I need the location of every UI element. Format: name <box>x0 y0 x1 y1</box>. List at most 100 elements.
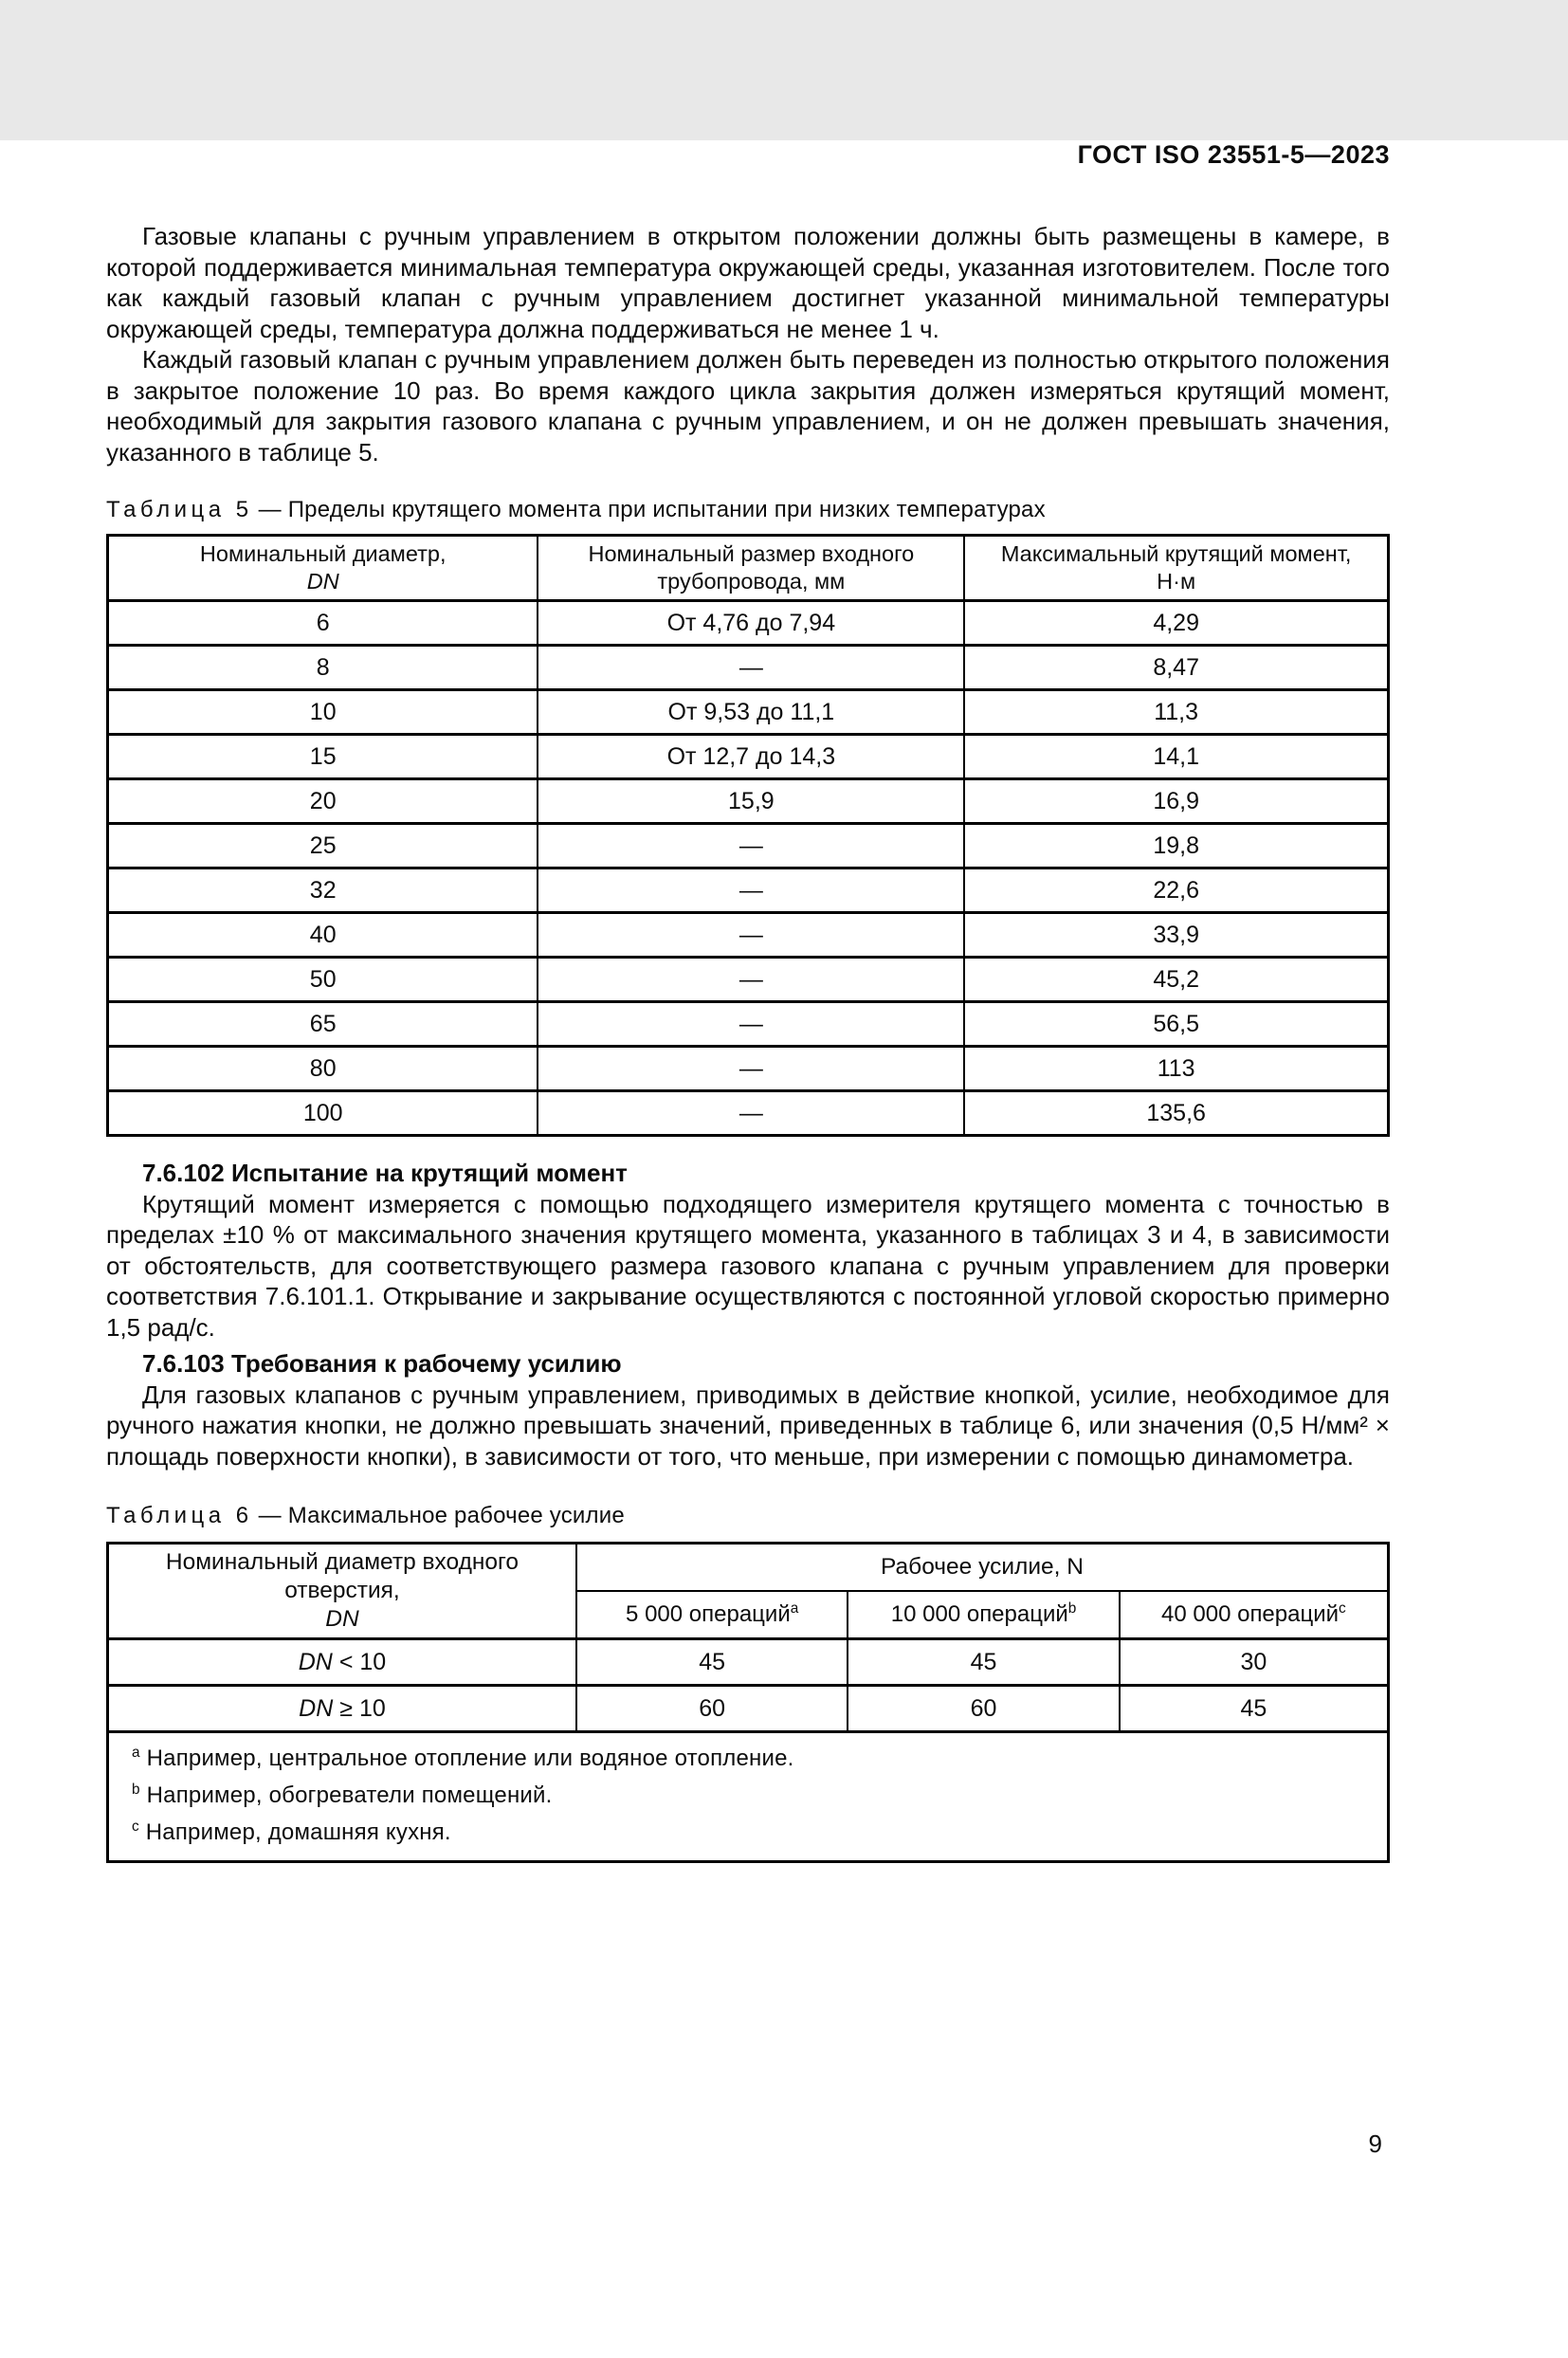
footnote-a: a Например, центральное отопление или во… <box>132 1745 1377 1773</box>
table-row: 80—113 <box>106 1045 1390 1092</box>
footnote-text: Например, домашняя кухня. <box>145 1819 451 1845</box>
table6-caption-text: — Максимальное рабочее усилие <box>258 1503 625 1528</box>
cell-size: — <box>537 911 966 959</box>
header-line-dn: DN <box>306 569 339 594</box>
table-row: 40—33,9 <box>106 911 1390 959</box>
cell-size: — <box>537 1000 966 1048</box>
table6-header-row-1: Номинальный диаметр входного отверстия, … <box>106 1543 1390 1640</box>
cell-torque: 22,6 <box>963 867 1390 914</box>
table5-caption-text: — Пределы крутящего момента при испытани… <box>258 497 1046 522</box>
dn-condition: < 10 <box>338 1648 387 1675</box>
cell-torque: 4,29 <box>963 599 1390 647</box>
cell-size: От 12,7 до 14,3 <box>537 733 966 780</box>
table6-header-row-2: 5 000 операцийa 10 000 операцийb 40 000 … <box>108 1591 1390 1640</box>
page-number: 9 <box>1368 2130 1382 2158</box>
cell-torque: 56,5 <box>963 1000 1390 1048</box>
table-row: 65—56,5 <box>106 1000 1390 1048</box>
cell-torque: 19,8 <box>963 822 1390 869</box>
paragraph-closing-cycles: Каждый газовый клапан с ручным управлени… <box>106 345 1390 466</box>
cell-dn: 20 <box>106 777 539 825</box>
cell-dn: 40 <box>106 911 539 959</box>
cell-torque: 135,6 <box>963 1089 1390 1137</box>
subheader-label: 40 000 операций <box>1161 1601 1340 1627</box>
section-heading-7-6-103: 7.6.103 Требования к рабочему усилию <box>142 1349 622 1378</box>
table6-subheader-5000-ops: 5 000 операцийa <box>574 1591 849 1640</box>
cell-torque: 11,3 <box>963 688 1390 736</box>
dn-condition: ≥ 10 <box>339 1694 386 1722</box>
table6-subheader-10000-ops: 10 000 операцийb <box>847 1591 1121 1640</box>
footnote-marker-a: a <box>790 1600 799 1617</box>
footnote-marker-b: b <box>132 1782 140 1798</box>
document-page: ГОСТ ISO 23551-5—2023 Газовые клапаны с … <box>0 140 1568 2358</box>
header-line: Номинальный диаметр, <box>199 541 447 566</box>
cell-dn: 50 <box>106 956 539 1003</box>
subheader-label: 10 000 операций <box>890 1601 1068 1627</box>
cell-dn: 100 <box>106 1089 539 1137</box>
cell-dn: 6 <box>106 599 539 647</box>
cell-dn: 8 <box>106 644 539 691</box>
cell-dn-condition: DN < 10 <box>106 1638 577 1687</box>
table6-footnotes-row: a Например, центральное отопление или во… <box>106 1730 1390 1862</box>
cell-torque: 33,9 <box>963 911 1390 959</box>
table6-max-operating-force: Номинальный диаметр входного отверстия, … <box>106 1542 1390 1863</box>
cell-torque: 16,9 <box>963 777 1390 825</box>
table6-caption: Таблица 6— Максимальное рабочее усилие <box>106 1502 1390 1530</box>
table-row: 50—45,2 <box>106 956 1390 1003</box>
table-row: 25—19,8 <box>106 822 1390 869</box>
cell-size: — <box>537 644 966 691</box>
cell-dn: 15 <box>106 733 539 780</box>
cell-torque: 14,1 <box>963 733 1390 780</box>
cell-size: — <box>537 1089 966 1137</box>
cell-force: 60 <box>574 1685 849 1733</box>
cell-dn-condition: DN ≥ 10 <box>106 1685 577 1733</box>
cell-force: 45 <box>847 1638 1121 1687</box>
table-row: 10 От 9,53 до 11,1 11,3 <box>106 688 1390 736</box>
paragraph-low-temp-chamber: Газовые клапаны с ручным управлением в о… <box>106 222 1390 343</box>
cell-dn: 32 <box>106 867 539 914</box>
cell-force: 45 <box>1118 1685 1390 1733</box>
cell-size: От 9,53 до 11,1 <box>537 688 966 736</box>
footnote-b: b Например, обогреватели помещений. <box>132 1782 1377 1810</box>
table-row: 100—135,6 <box>106 1089 1390 1137</box>
footnote-marker-c: c <box>1339 1600 1346 1617</box>
footnote-c: c Например, домашняя кухня. <box>132 1819 1377 1847</box>
footnote-text: Например, центральное отопление или водя… <box>146 1746 794 1771</box>
header-line-dn: DN <box>325 1606 359 1632</box>
table6-header-cell-working-force: Рабочее усилие, N <box>574 1543 1390 1592</box>
table5-header-cell-max-torque: Максимальный крутящий момент, Н·м <box>963 535 1390 602</box>
table6-footnotes-cell: a Например, центральное отопление или во… <box>106 1730 1390 1862</box>
cell-size: От 4,76 до 7,94 <box>537 599 966 647</box>
cell-torque: 45,2 <box>963 956 1390 1003</box>
paragraph-torque-test: Крутящий момент измеряется с помощью под… <box>106 1189 1390 1342</box>
table6-subheader-40000-ops: 40 000 операцийc <box>1118 1591 1390 1640</box>
header-line: Номинальный диаметр входного отверстия, <box>165 1549 520 1603</box>
dn-label: DN <box>298 1648 333 1675</box>
cell-force: 30 <box>1118 1638 1390 1687</box>
footnote-text: Например, обогреватели помещений. <box>146 1782 553 1808</box>
footnote-marker-b: b <box>1067 1600 1077 1617</box>
table5-header-row: Номинальный диаметр, DN Номинальный разм… <box>106 535 1390 602</box>
table5-caption: Таблица 5— Пределы крутящего момента при… <box>106 496 1390 524</box>
content-area: Газовые клапаны с ручным управлением в о… <box>106 221 1390 1863</box>
paragraph-operating-force: Для газовых клапанов с ручным управление… <box>106 1380 1390 1471</box>
table-row: 32—22,6 <box>106 867 1390 914</box>
dn-label: DN <box>299 1694 334 1722</box>
header-line: Номинальный размер входного <box>588 541 915 566</box>
table6-caption-label: Таблица 6 <box>106 1503 253 1528</box>
header-line: Н·м <box>1157 569 1196 594</box>
table5-header-cell-pipe-size: Номинальный размер входного трубопровода… <box>537 535 966 602</box>
table-row: 20 15,9 16,9 <box>106 777 1390 825</box>
doc-header-standard-number: ГОСТ ISO 23551-5—2023 <box>1077 140 1390 169</box>
table5-header-cell-diameter: Номинальный диаметр, DN <box>106 535 539 602</box>
table5-torque-limits: Номинальный диаметр, DN Номинальный разм… <box>106 534 1390 1137</box>
table-row: 15 От 12,7 до 14,3 14,1 <box>106 733 1390 780</box>
cell-size: — <box>537 956 966 1003</box>
table-row: DN < 10 45 45 30 <box>106 1638 1390 1687</box>
table5-caption-label: Таблица 5 <box>106 497 253 522</box>
table6-header-cell-diameter: Номинальный диаметр входного отверстия, … <box>106 1543 577 1640</box>
header-line: Максимальный крутящий момент, <box>1000 541 1352 566</box>
cell-dn: 65 <box>106 1000 539 1048</box>
cell-torque: 8,47 <box>963 644 1390 691</box>
cell-size: — <box>537 822 966 869</box>
cell-size: — <box>537 867 966 914</box>
